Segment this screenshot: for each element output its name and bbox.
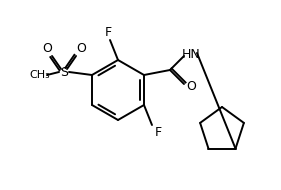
Text: F: F bbox=[105, 25, 112, 39]
Text: O: O bbox=[76, 43, 86, 55]
Text: S: S bbox=[60, 66, 68, 78]
Text: O: O bbox=[42, 43, 52, 55]
Text: HN: HN bbox=[182, 48, 200, 60]
Text: F: F bbox=[155, 127, 162, 139]
Text: CH₃: CH₃ bbox=[30, 70, 50, 80]
Text: O: O bbox=[186, 79, 196, 93]
